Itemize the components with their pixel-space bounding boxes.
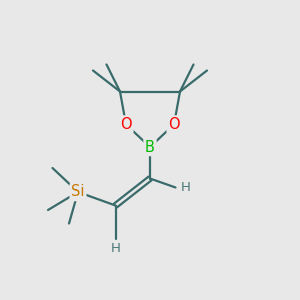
Text: O: O xyxy=(120,117,132,132)
Text: H: H xyxy=(181,181,191,194)
Text: B: B xyxy=(145,140,155,154)
Text: H: H xyxy=(111,242,120,254)
Text: Si: Si xyxy=(71,184,85,200)
Text: O: O xyxy=(168,117,180,132)
